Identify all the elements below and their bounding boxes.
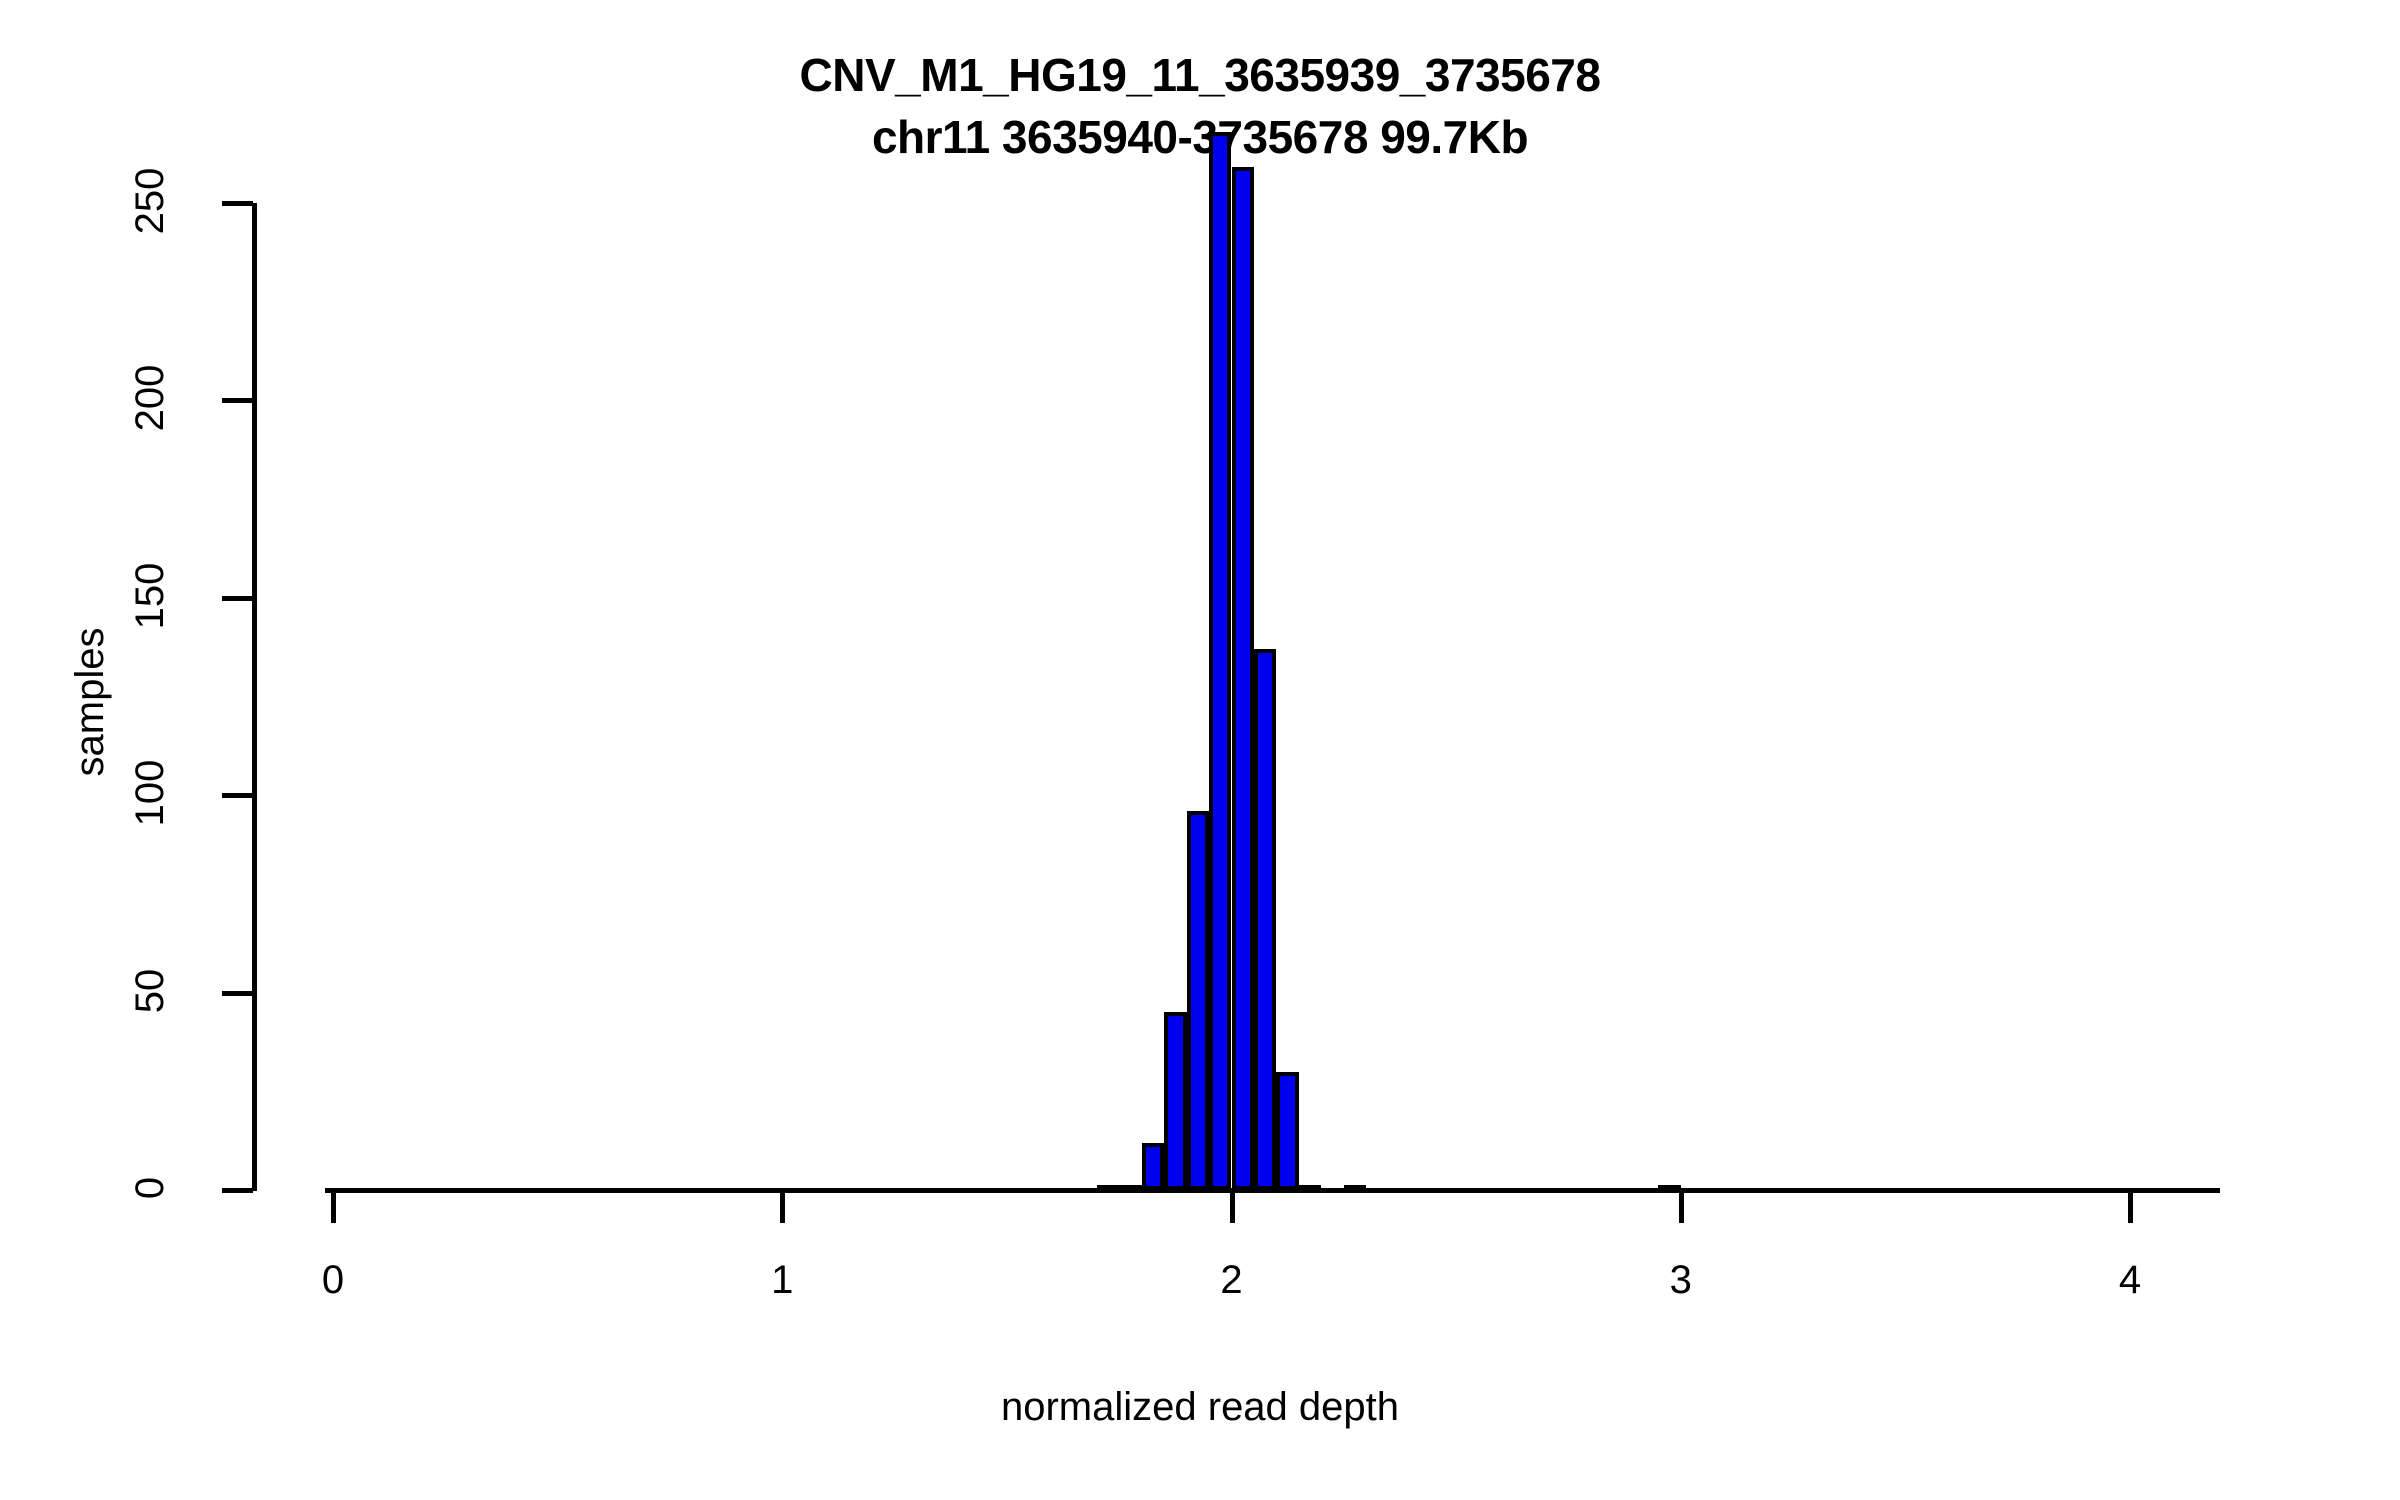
histogram-bar <box>1164 1012 1187 1190</box>
histogram-bar <box>1096 1185 1120 1193</box>
histogram-bar <box>1186 810 1210 1190</box>
y-axis-tick <box>222 201 253 206</box>
histogram-bar <box>1119 1185 1142 1193</box>
y-axis-tick <box>222 990 253 996</box>
x-axis-tick-label: 3 <box>1669 1258 1692 1302</box>
histogram-bar <box>1141 1142 1165 1190</box>
y-axis-tick <box>222 595 253 601</box>
x-axis-tick <box>1678 1193 1684 1223</box>
x-axis-tick-label: 0 <box>321 1258 345 1302</box>
y-axis-tick <box>222 1188 253 1193</box>
histogram-bar <box>1253 649 1277 1190</box>
y-axis-line <box>252 203 257 1191</box>
x-axis-title: normalized read depth <box>1000 1385 1400 1429</box>
histogram-bar <box>1343 1185 1367 1193</box>
histogram-bar <box>1298 1185 1322 1193</box>
x-axis-tick-label: 1 <box>771 1258 794 1302</box>
x-axis-tick <box>331 1193 336 1223</box>
x-axis-line <box>325 1188 2220 1193</box>
x-axis-tick <box>1229 1193 1235 1223</box>
x-axis-tick-label: 2 <box>1220 1258 1243 1302</box>
histogram-bar <box>1658 1185 1681 1193</box>
x-axis-tick-label: 4 <box>2118 1258 2142 1302</box>
histogram-bar <box>1276 1071 1299 1190</box>
histogram-bar <box>1231 167 1254 1190</box>
y-axis-tick <box>222 398 253 404</box>
histogram-bar <box>1209 131 1232 1190</box>
y-axis-title: samples <box>68 627 112 777</box>
x-axis-tick <box>780 1193 786 1223</box>
x-axis-tick <box>2128 1193 2133 1223</box>
y-axis-tick <box>222 793 253 799</box>
